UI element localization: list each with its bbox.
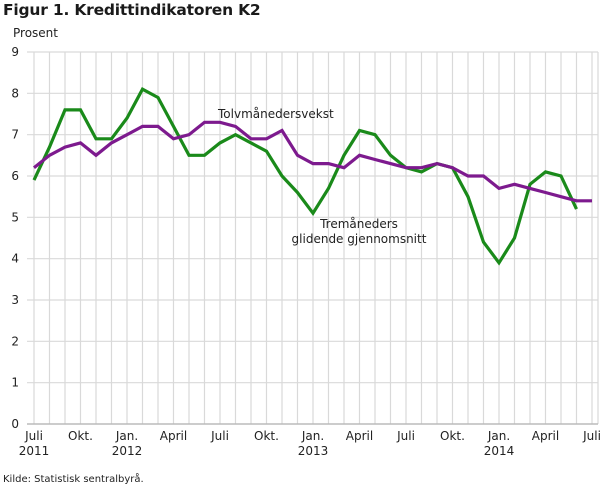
tolvmanedersvekst-label: Tolvmånedersvekst: [217, 107, 334, 121]
tremaneders-label: Tremåneders: [319, 217, 398, 231]
x-tick-label: Jan.: [115, 429, 138, 443]
y-tick-label: 9: [11, 45, 19, 59]
y-tick-label: 5: [11, 210, 19, 224]
y-axis-ticks: 0 1 2 3 4 5 6 7 8 9: [11, 45, 19, 431]
gridlines: [27, 51, 599, 425]
x-tick-year-label: 2013: [298, 444, 329, 458]
y-tick-label: 6: [11, 169, 19, 183]
x-tick-label: April: [160, 429, 187, 443]
x-tick-label: Okt.: [440, 429, 465, 443]
tolvmanedersvekst-line: [33, 120, 592, 203]
series-lines: [32, 87, 592, 266]
tremaneders-line: [32, 87, 578, 266]
x-tick-label: Jan.: [487, 429, 510, 443]
x-tick-label: Juli: [582, 429, 601, 443]
y-tick-label: 8: [11, 86, 19, 100]
x-tick-label: Juli: [210, 429, 229, 443]
x-tick-label: Juli: [24, 429, 43, 443]
y-tick-label: 4: [11, 252, 19, 266]
tremaneders-label-line2: glidende gjennomsnitt: [292, 232, 427, 246]
y-tick-label: 7: [11, 128, 19, 142]
source-note: Kilde: Statistisk sentralbyrå.: [3, 474, 144, 485]
x-tick-year-label: 2011: [19, 444, 50, 458]
chart-title: Figur 1. Kredittindikatoren K2: [3, 1, 261, 19]
x-tick-label: April: [532, 429, 559, 443]
y-tick-label: 1: [11, 376, 19, 390]
x-tick-label: Okt.: [254, 429, 279, 443]
y-tick-label: 2: [11, 334, 19, 348]
x-tick-label: Juli: [396, 429, 415, 443]
x-tick-year-label: 2014: [484, 444, 515, 458]
x-tick-label: Okt.: [68, 429, 93, 443]
x-tick-label: April: [346, 429, 373, 443]
y-tick-label: 3: [11, 293, 19, 307]
y-axis-unit-label: Prosent: [13, 26, 58, 40]
y-tick-label: 0: [11, 417, 19, 431]
x-tick-label: Jan.: [301, 429, 324, 443]
x-tick-year-label: 2012: [112, 444, 143, 458]
